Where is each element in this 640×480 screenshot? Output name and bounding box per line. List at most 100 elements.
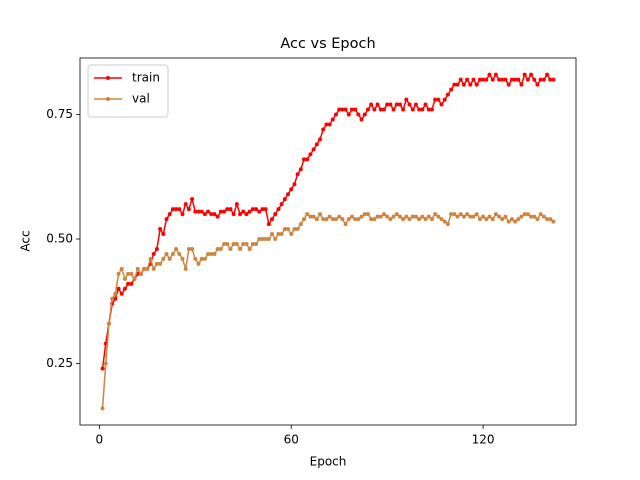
point: [151, 266, 156, 271]
point: [545, 217, 550, 222]
point: [273, 212, 278, 217]
point: [222, 209, 227, 214]
point: [484, 77, 489, 82]
point: [129, 281, 134, 286]
point: [247, 246, 252, 251]
point: [500, 217, 505, 222]
point: [276, 232, 281, 237]
y-tick-label: 0.25: [46, 356, 73, 370]
point: [254, 241, 259, 246]
point: [439, 102, 444, 107]
point: [186, 246, 191, 251]
point: [513, 219, 518, 224]
point: [231, 212, 236, 217]
point: [497, 214, 502, 219]
point: [381, 212, 386, 217]
point: [487, 72, 492, 77]
point: [404, 214, 409, 219]
point: [538, 77, 543, 82]
point: [161, 232, 166, 237]
point: [193, 209, 198, 214]
x-tick-label: 0: [96, 433, 104, 447]
point: [222, 241, 227, 246]
point: [103, 361, 108, 366]
point: [449, 212, 454, 217]
point: [302, 217, 307, 222]
point: [241, 241, 246, 246]
point: [493, 72, 498, 77]
point: [410, 214, 415, 219]
point: [218, 209, 223, 214]
point: [474, 212, 479, 217]
point: [385, 214, 390, 219]
point: [250, 207, 255, 212]
point: [349, 107, 354, 112]
point: [257, 237, 262, 242]
point: [497, 77, 502, 82]
point: [529, 214, 534, 219]
point: [289, 187, 294, 192]
point: [506, 82, 511, 87]
point: [190, 197, 195, 202]
point: [503, 214, 508, 219]
point: [122, 286, 127, 291]
point: [257, 209, 262, 214]
point: [455, 214, 460, 219]
point: [321, 127, 326, 132]
point: [318, 212, 323, 217]
x-tick-label: 120: [472, 433, 495, 447]
point: [305, 157, 310, 162]
point: [158, 261, 163, 266]
point: [215, 246, 220, 251]
point: [286, 227, 291, 232]
point: [375, 102, 380, 107]
point: [391, 107, 396, 112]
point: [260, 207, 265, 212]
point: [465, 77, 470, 82]
point: [180, 256, 185, 261]
point: [439, 217, 444, 222]
point: [177, 207, 182, 212]
point: [468, 214, 473, 219]
point: [477, 217, 482, 222]
point: [142, 266, 147, 271]
point: [238, 246, 243, 251]
point: [548, 77, 553, 82]
point: [372, 217, 377, 222]
point: [113, 296, 118, 301]
point: [477, 77, 482, 82]
point: [276, 207, 281, 212]
point: [465, 212, 470, 217]
point: [279, 232, 284, 237]
point: [362, 112, 367, 117]
point: [394, 102, 399, 107]
point: [426, 214, 431, 219]
point: [551, 219, 556, 224]
point: [474, 82, 479, 87]
point: [333, 217, 338, 222]
point: [228, 246, 233, 251]
point: [519, 214, 524, 219]
point: [314, 142, 319, 147]
plot-frame: [79, 57, 577, 426]
point: [452, 212, 457, 217]
point: [254, 207, 259, 212]
point: [308, 152, 313, 157]
point: [340, 107, 345, 112]
point: [535, 82, 540, 87]
point: [292, 182, 297, 187]
point: [359, 214, 364, 219]
y-tick-label: 0.50: [46, 232, 73, 246]
point: [532, 214, 537, 219]
point: [362, 212, 367, 217]
point: [148, 256, 153, 261]
point: [225, 241, 230, 246]
point: [423, 217, 428, 222]
point: [420, 107, 425, 112]
point: [343, 107, 348, 112]
point: [263, 237, 268, 242]
point: [359, 117, 364, 122]
point: [535, 217, 540, 222]
point: [407, 102, 412, 107]
